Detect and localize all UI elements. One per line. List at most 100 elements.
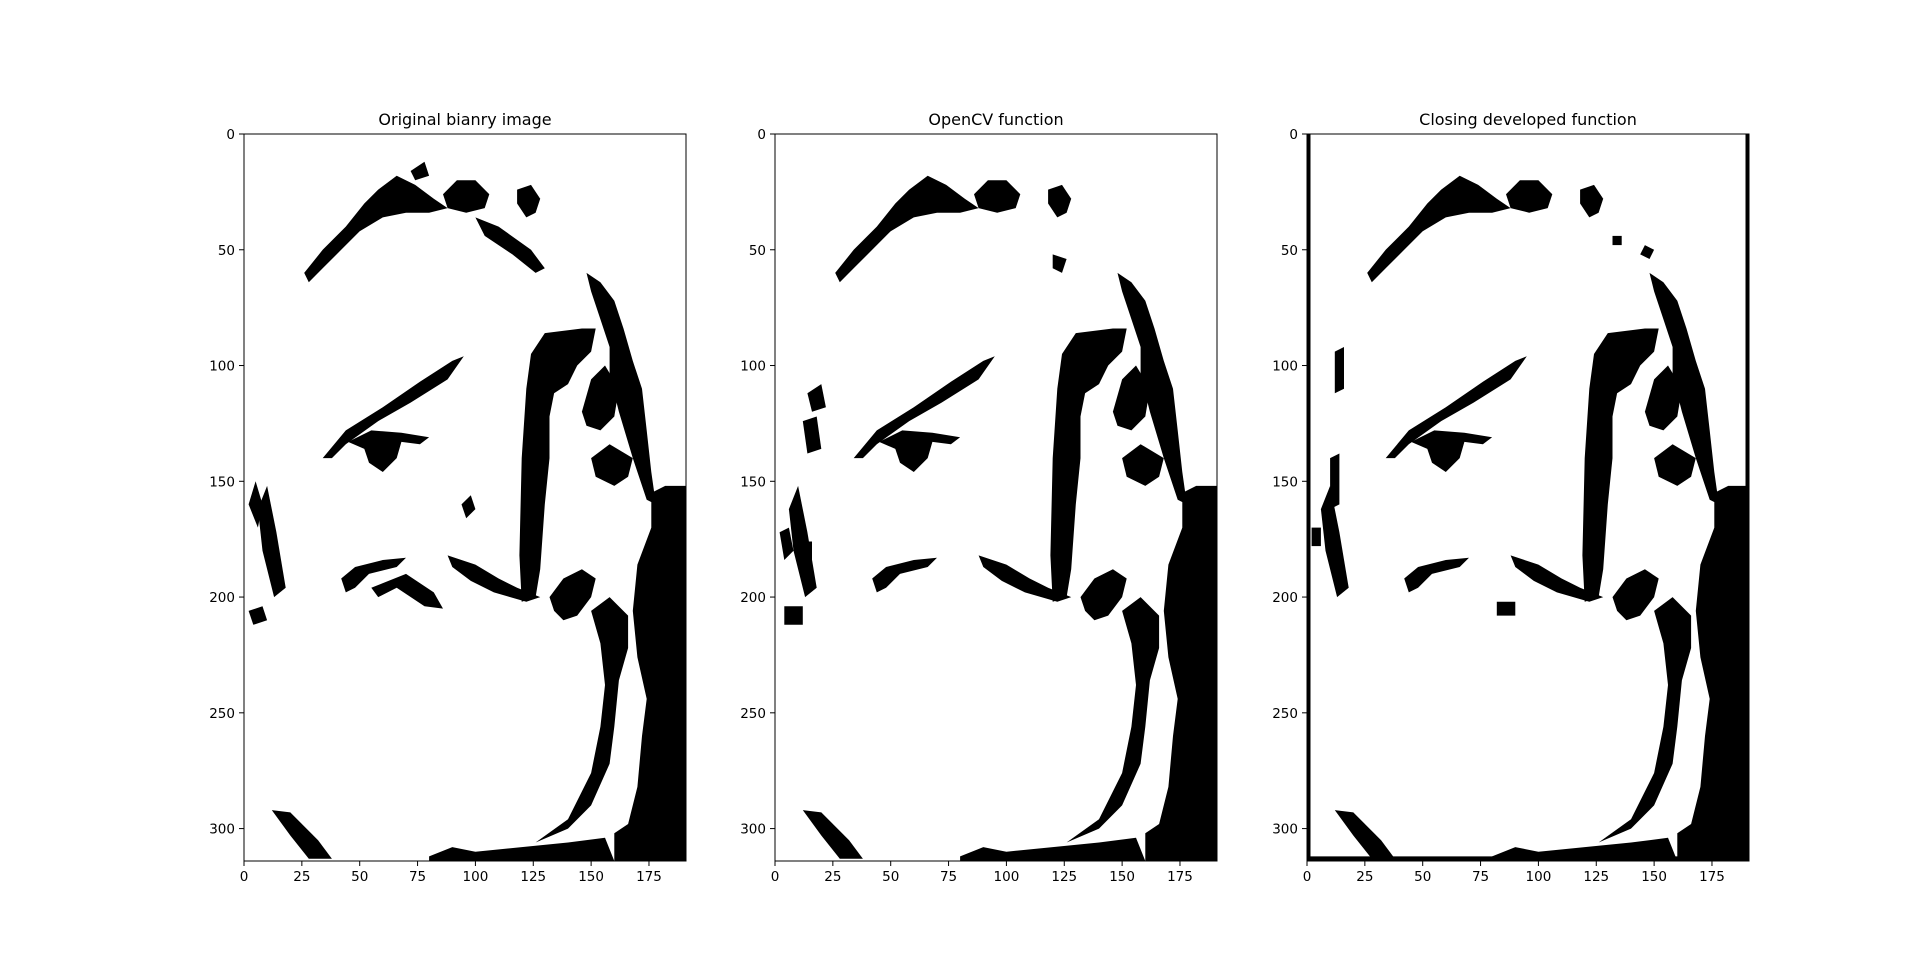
black-region xyxy=(461,495,476,519)
black-region xyxy=(1598,597,1692,843)
black-region xyxy=(429,837,615,861)
black-region xyxy=(1145,485,1217,861)
black-region xyxy=(853,356,995,459)
black-region xyxy=(1612,235,1622,246)
y-tick-label: 0 xyxy=(1289,127,1298,143)
black-region xyxy=(835,175,979,283)
y-tick-label: 0 xyxy=(757,127,766,143)
black-region xyxy=(1367,175,1511,283)
x-tick-label: 75 xyxy=(940,869,957,885)
black-region xyxy=(779,527,794,560)
axes-frame xyxy=(774,133,1218,862)
black-region xyxy=(1330,453,1340,510)
x-tick-label: 25 xyxy=(1356,869,1373,885)
panel-title: Closing developed function xyxy=(1419,110,1637,129)
image-background xyxy=(1307,134,1749,861)
black-region xyxy=(1677,485,1749,861)
black-region xyxy=(271,810,332,859)
black-region xyxy=(1311,527,1321,547)
x-tick-label: 100 xyxy=(1526,869,1552,885)
black-region xyxy=(1050,328,1127,602)
black-region xyxy=(517,184,541,218)
x-tick-label: 125 xyxy=(520,869,546,885)
black-region xyxy=(1582,328,1659,602)
black-region xyxy=(1496,601,1516,616)
black-region xyxy=(371,573,443,609)
x-tick-label: 150 xyxy=(1109,869,1135,885)
black-region xyxy=(1506,180,1553,213)
x-tick-label: 175 xyxy=(1167,869,1193,885)
x-tick-label: 0 xyxy=(771,869,780,885)
black-region xyxy=(1066,597,1160,843)
y-tick-label: 150 xyxy=(1272,474,1298,490)
axes-frame xyxy=(243,133,687,862)
y-tick-label: 200 xyxy=(1272,590,1298,606)
y-tick-label: 250 xyxy=(740,706,766,722)
black-region xyxy=(443,180,490,213)
black-region xyxy=(1411,430,1493,472)
x-tick-label: 50 xyxy=(882,869,899,885)
black-region xyxy=(1320,485,1349,598)
y-tick-label: 250 xyxy=(1272,706,1298,722)
black-region xyxy=(1654,444,1696,486)
x-tick-label: 0 xyxy=(1303,869,1312,885)
image-background xyxy=(244,134,686,861)
y-tick-label: 0 xyxy=(226,127,235,143)
x-tick-label: 75 xyxy=(1472,869,1489,885)
black-region xyxy=(614,485,686,861)
y-tick-label: 300 xyxy=(209,822,235,838)
y-tick-label: 150 xyxy=(209,474,235,490)
black-region xyxy=(410,161,430,181)
black-region xyxy=(974,180,1021,213)
black-region xyxy=(1122,444,1164,486)
black-region xyxy=(879,430,961,472)
black-region xyxy=(807,384,826,412)
black-region xyxy=(248,481,263,528)
black-region xyxy=(1080,569,1127,621)
black-region xyxy=(960,837,1146,861)
black-region xyxy=(549,569,596,621)
black-region xyxy=(1117,272,1187,505)
y-tick-label: 50 xyxy=(749,243,766,259)
black-region xyxy=(1404,557,1469,593)
y-tick-label: 250 xyxy=(209,706,235,722)
black-region xyxy=(1510,555,1604,602)
x-tick-label: 150 xyxy=(578,869,604,885)
y-tick-label: 50 xyxy=(218,243,235,259)
black-region xyxy=(1745,134,1749,861)
x-tick-label: 25 xyxy=(293,869,310,885)
y-tick-label: 200 xyxy=(740,590,766,606)
y-tick-label: 100 xyxy=(740,359,766,375)
black-region xyxy=(1640,245,1655,259)
black-region xyxy=(348,430,430,472)
panel-title: OpenCV function xyxy=(928,110,1063,129)
black-region xyxy=(1334,347,1344,394)
image-background xyxy=(775,134,1217,861)
black-region xyxy=(784,606,803,625)
black-region xyxy=(535,597,629,843)
binary-image-2 xyxy=(775,134,1217,861)
black-region xyxy=(322,356,464,459)
y-tick-label: 300 xyxy=(740,822,766,838)
y-tick-label: 200 xyxy=(209,590,235,606)
panel-2: OpenCV function 0 25 50 75 100 125 150 175 0 50 100… xyxy=(740,110,1218,885)
black-region xyxy=(1048,184,1072,218)
black-region xyxy=(257,485,286,598)
panel-3: Closing developed function 0 25 50 75 100 125 1… xyxy=(1272,110,1750,885)
x-tick-label: 0 xyxy=(240,869,249,885)
panel-title: Original bianry image xyxy=(378,110,551,129)
x-tick-label: 50 xyxy=(351,869,368,885)
y-tick-label: 100 xyxy=(1272,359,1298,375)
black-region xyxy=(802,416,822,454)
black-region xyxy=(1052,254,1067,273)
x-tick-label: 50 xyxy=(1414,869,1431,885)
x-tick-label: 100 xyxy=(994,869,1020,885)
y-tick-label: 50 xyxy=(1281,243,1298,259)
binary-image-1 xyxy=(244,134,686,861)
x-tick-label: 175 xyxy=(636,869,662,885)
panel-1: Original bianry image 0 25 50 75 100 125 150 175… xyxy=(209,110,687,885)
black-region xyxy=(1644,365,1682,431)
black-region xyxy=(475,217,545,273)
black-region xyxy=(1307,856,1749,861)
